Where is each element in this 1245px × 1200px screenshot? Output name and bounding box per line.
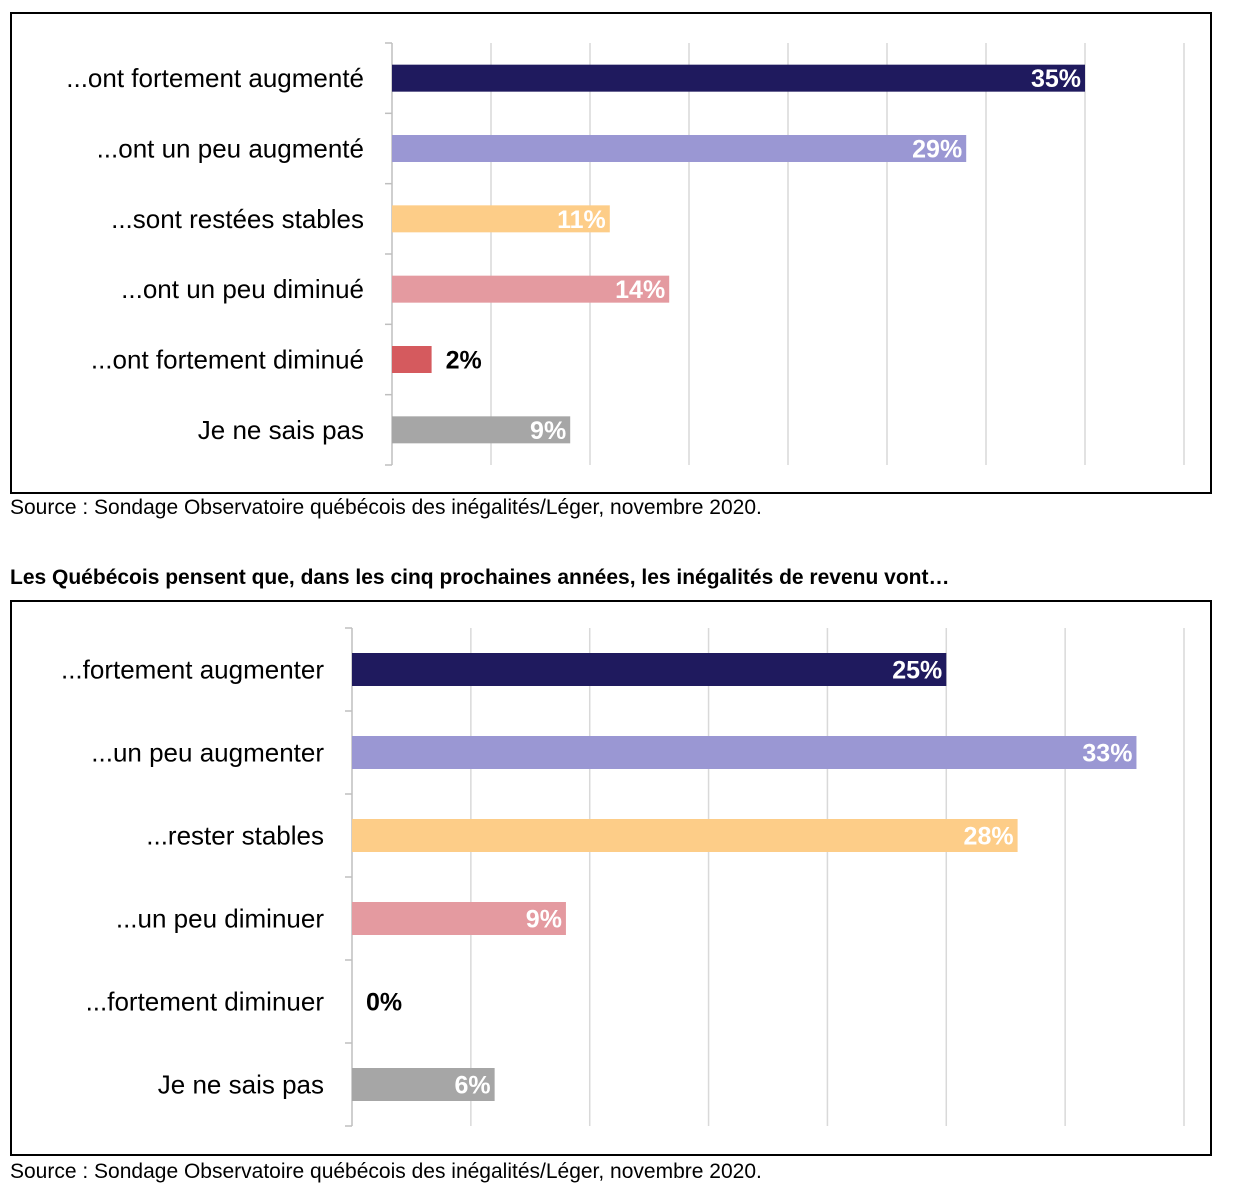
category-label: ...ont un peu diminué bbox=[121, 274, 364, 304]
chart-2-title: Les Québécois pensent que, dans les cinq… bbox=[10, 566, 950, 589]
category-label: Je ne sais pas bbox=[158, 1070, 324, 1100]
category-label: ...un peu diminuer bbox=[116, 904, 324, 934]
category-label: ...fortement augmenter bbox=[61, 655, 324, 685]
chart-2-frame: ...fortement augmenter 25% ...un peu augme… bbox=[10, 600, 1212, 1156]
bar bbox=[352, 653, 947, 686]
category-label: ...rester stables bbox=[146, 821, 324, 851]
data-label: 28% bbox=[964, 823, 1014, 851]
bar bbox=[392, 346, 432, 373]
data-label: 9% bbox=[526, 906, 562, 934]
data-label: 6% bbox=[454, 1072, 490, 1100]
data-label: 9% bbox=[530, 417, 566, 445]
data-label: 35% bbox=[1031, 65, 1081, 93]
bar bbox=[392, 64, 1085, 92]
data-label: 0% bbox=[366, 989, 402, 1017]
category-label: ...sont restées stables bbox=[111, 204, 364, 234]
bar bbox=[352, 819, 1018, 852]
bar bbox=[392, 205, 610, 233]
category-label: ...ont fortement diminué bbox=[91, 345, 364, 375]
data-label: 25% bbox=[892, 657, 942, 685]
chart-2-source: Source : Sondage Observatoire québécois … bbox=[10, 1160, 762, 1183]
bar bbox=[352, 902, 566, 935]
category-label: ...un peu augmenter bbox=[91, 738, 324, 768]
data-label: 11% bbox=[557, 206, 606, 234]
bar bbox=[392, 416, 571, 444]
data-label: 2% bbox=[446, 347, 482, 375]
bar bbox=[352, 1068, 495, 1101]
bar bbox=[392, 135, 967, 162]
chart-1-plot: ...ont fortement augmenté 35% ...ont un pe… bbox=[66, 42, 1185, 466]
category-label: Je ne sais pas bbox=[198, 415, 364, 445]
category-label: ...ont un peu augmenté bbox=[97, 134, 364, 164]
data-label: 33% bbox=[1082, 740, 1132, 768]
bar bbox=[352, 736, 1137, 769]
category-label: ...ont fortement augmenté bbox=[66, 63, 364, 93]
chart-2-plot: ...fortement augmenter 25% ...un peu augme… bbox=[61, 627, 1185, 1127]
chart-1-source: Source : Sondage Observatoire québécois … bbox=[10, 496, 762, 519]
data-label: 29% bbox=[912, 136, 962, 164]
chart-1-frame: ...ont fortement augmenté 35% ...ont un pe… bbox=[10, 12, 1212, 494]
data-label: 14% bbox=[615, 276, 665, 304]
category-label: ...fortement diminuer bbox=[86, 987, 325, 1017]
bar bbox=[392, 275, 670, 303]
